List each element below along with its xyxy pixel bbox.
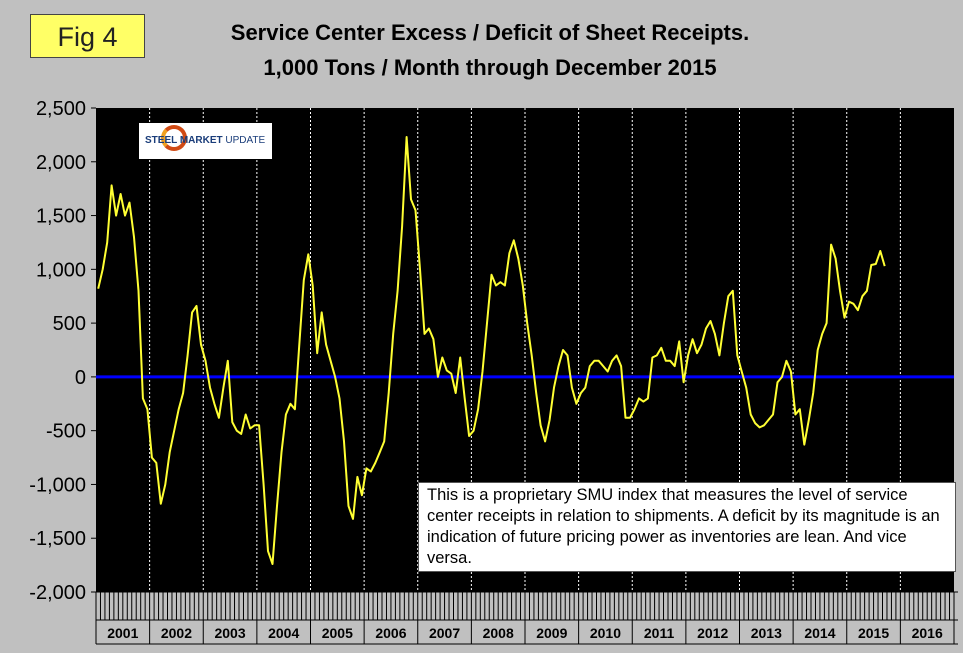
chart-title-line1: Service Center Excess / Deficit of Sheet…	[230, 20, 750, 45]
steel-market-update-logo: STEEL MARKET UPDATE	[139, 123, 272, 159]
x-year-label: 2005	[322, 625, 353, 641]
x-year-label: 2010	[590, 625, 621, 641]
y-tick-label: 1,500	[36, 206, 86, 228]
x-year-label: 2003	[214, 625, 245, 641]
x-year-label: 2009	[536, 625, 567, 641]
logo-text: STEEL MARKET UPDATE	[145, 135, 266, 146]
y-tick-label: -1,500	[29, 528, 86, 550]
x-year-label: 2016	[912, 625, 943, 641]
x-year-label: 2012	[697, 625, 728, 641]
x-year-label: 2002	[161, 625, 192, 641]
logo-ring-icon	[161, 125, 187, 151]
y-tick-label: -1,000	[29, 474, 86, 496]
x-year-label: 2001	[107, 625, 138, 641]
x-year-label: 2006	[375, 625, 406, 641]
y-tick-label: -500	[46, 421, 86, 443]
x-year-label: 2011	[644, 625, 675, 641]
series-line	[97, 136, 886, 565]
y-tick-label: 1,000	[36, 259, 86, 281]
y-tick-label: 2,500	[36, 98, 86, 120]
x-year-label: 2008	[483, 625, 514, 641]
chart-title-line2: 1,000 Tons / Month through December 2015	[263, 55, 717, 80]
y-tick-label: 500	[53, 313, 86, 335]
x-year-label: 2007	[429, 625, 460, 641]
x-year-label: 2014	[804, 625, 835, 641]
figure-label: Fig 4	[30, 14, 145, 58]
y-tick-label: 0	[75, 367, 86, 389]
x-year-label: 2013	[751, 625, 782, 641]
annotation-note: This is a proprietary SMU index that mea…	[418, 482, 956, 572]
x-year-label: 2004	[268, 625, 299, 641]
y-tick-label: 2,000	[36, 152, 86, 174]
x-year-label: 2015	[858, 625, 889, 641]
y-tick-label: -2,000	[29, 582, 86, 604]
